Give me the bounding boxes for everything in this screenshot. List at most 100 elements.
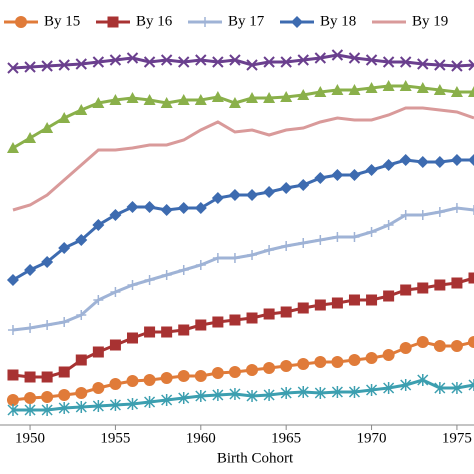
marker bbox=[58, 366, 70, 378]
legend-item: By 19 bbox=[372, 13, 448, 29]
legend-item: By 18 bbox=[280, 13, 356, 29]
legend-item: By 16 bbox=[96, 13, 173, 29]
marker bbox=[433, 340, 446, 352]
marker bbox=[450, 154, 463, 166]
marker bbox=[417, 210, 428, 220]
marker bbox=[246, 189, 259, 201]
marker bbox=[92, 382, 105, 394]
marker bbox=[314, 172, 327, 184]
marker bbox=[228, 366, 241, 378]
marker bbox=[382, 349, 395, 361]
marker bbox=[58, 402, 70, 414]
series-line bbox=[12, 106, 474, 212]
marker bbox=[246, 364, 259, 376]
marker bbox=[109, 209, 122, 221]
marker bbox=[348, 169, 361, 181]
legend-item: By 15 bbox=[4, 13, 80, 29]
marker bbox=[416, 336, 429, 348]
marker bbox=[280, 182, 293, 194]
marker bbox=[399, 80, 412, 91]
x-tick-label: 1975 bbox=[442, 430, 472, 446]
marker bbox=[110, 287, 121, 297]
marker bbox=[58, 112, 71, 123]
marker bbox=[383, 290, 395, 302]
marker bbox=[450, 86, 463, 97]
legend-marker bbox=[291, 16, 303, 28]
marker bbox=[160, 204, 173, 216]
marker bbox=[399, 154, 412, 166]
marker bbox=[246, 92, 259, 103]
marker bbox=[211, 367, 224, 379]
marker bbox=[417, 374, 429, 386]
marker bbox=[6, 274, 19, 286]
marker bbox=[75, 354, 87, 366]
marker bbox=[194, 370, 207, 382]
marker bbox=[160, 372, 173, 384]
marker bbox=[297, 179, 310, 191]
marker bbox=[58, 242, 71, 254]
marker bbox=[41, 256, 54, 268]
marker bbox=[92, 219, 105, 231]
marker bbox=[399, 56, 412, 68]
marker bbox=[383, 382, 395, 394]
legend-label: By 16 bbox=[136, 13, 173, 29]
marker bbox=[58, 389, 71, 401]
marker bbox=[7, 404, 19, 416]
marker bbox=[349, 232, 360, 242]
marker bbox=[25, 323, 36, 333]
marker bbox=[400, 210, 411, 220]
marker bbox=[280, 91, 293, 102]
marker bbox=[365, 164, 378, 176]
marker bbox=[6, 394, 19, 406]
marker bbox=[263, 308, 275, 320]
marker bbox=[451, 60, 463, 72]
marker bbox=[229, 388, 241, 400]
series-line bbox=[12, 340, 474, 402]
marker bbox=[451, 277, 463, 289]
marker bbox=[195, 54, 207, 66]
marker bbox=[75, 104, 88, 115]
marker bbox=[127, 332, 139, 344]
marker bbox=[297, 358, 310, 370]
marker bbox=[41, 404, 53, 416]
marker bbox=[331, 297, 343, 309]
marker bbox=[331, 84, 344, 95]
marker bbox=[263, 92, 276, 103]
marker bbox=[468, 336, 474, 348]
marker bbox=[382, 159, 395, 171]
marker bbox=[382, 80, 395, 91]
marker bbox=[24, 392, 37, 404]
marker bbox=[348, 294, 360, 306]
marker bbox=[433, 156, 446, 168]
marker bbox=[451, 382, 463, 394]
marker bbox=[177, 94, 190, 105]
marker bbox=[92, 346, 104, 358]
marker bbox=[160, 97, 173, 108]
marker bbox=[212, 253, 223, 263]
legend-marker bbox=[200, 17, 210, 27]
marker bbox=[366, 227, 377, 237]
marker bbox=[246, 312, 258, 324]
marker bbox=[263, 186, 276, 198]
x-tick-label: 1965 bbox=[271, 430, 301, 446]
marker bbox=[228, 97, 241, 108]
marker bbox=[280, 360, 293, 372]
marker bbox=[417, 282, 429, 294]
marker bbox=[109, 54, 122, 66]
marker bbox=[434, 59, 446, 71]
marker bbox=[177, 202, 190, 214]
marker bbox=[76, 310, 87, 320]
marker bbox=[126, 398, 139, 410]
marker bbox=[416, 156, 429, 168]
marker bbox=[383, 220, 394, 230]
marker bbox=[126, 375, 139, 387]
marker bbox=[314, 356, 327, 368]
marker bbox=[297, 302, 309, 314]
marker bbox=[331, 169, 344, 181]
marker bbox=[75, 234, 88, 246]
marker bbox=[126, 92, 139, 103]
marker bbox=[7, 369, 19, 381]
marker bbox=[365, 82, 378, 93]
marker bbox=[75, 401, 87, 413]
series-line bbox=[12, 276, 474, 379]
